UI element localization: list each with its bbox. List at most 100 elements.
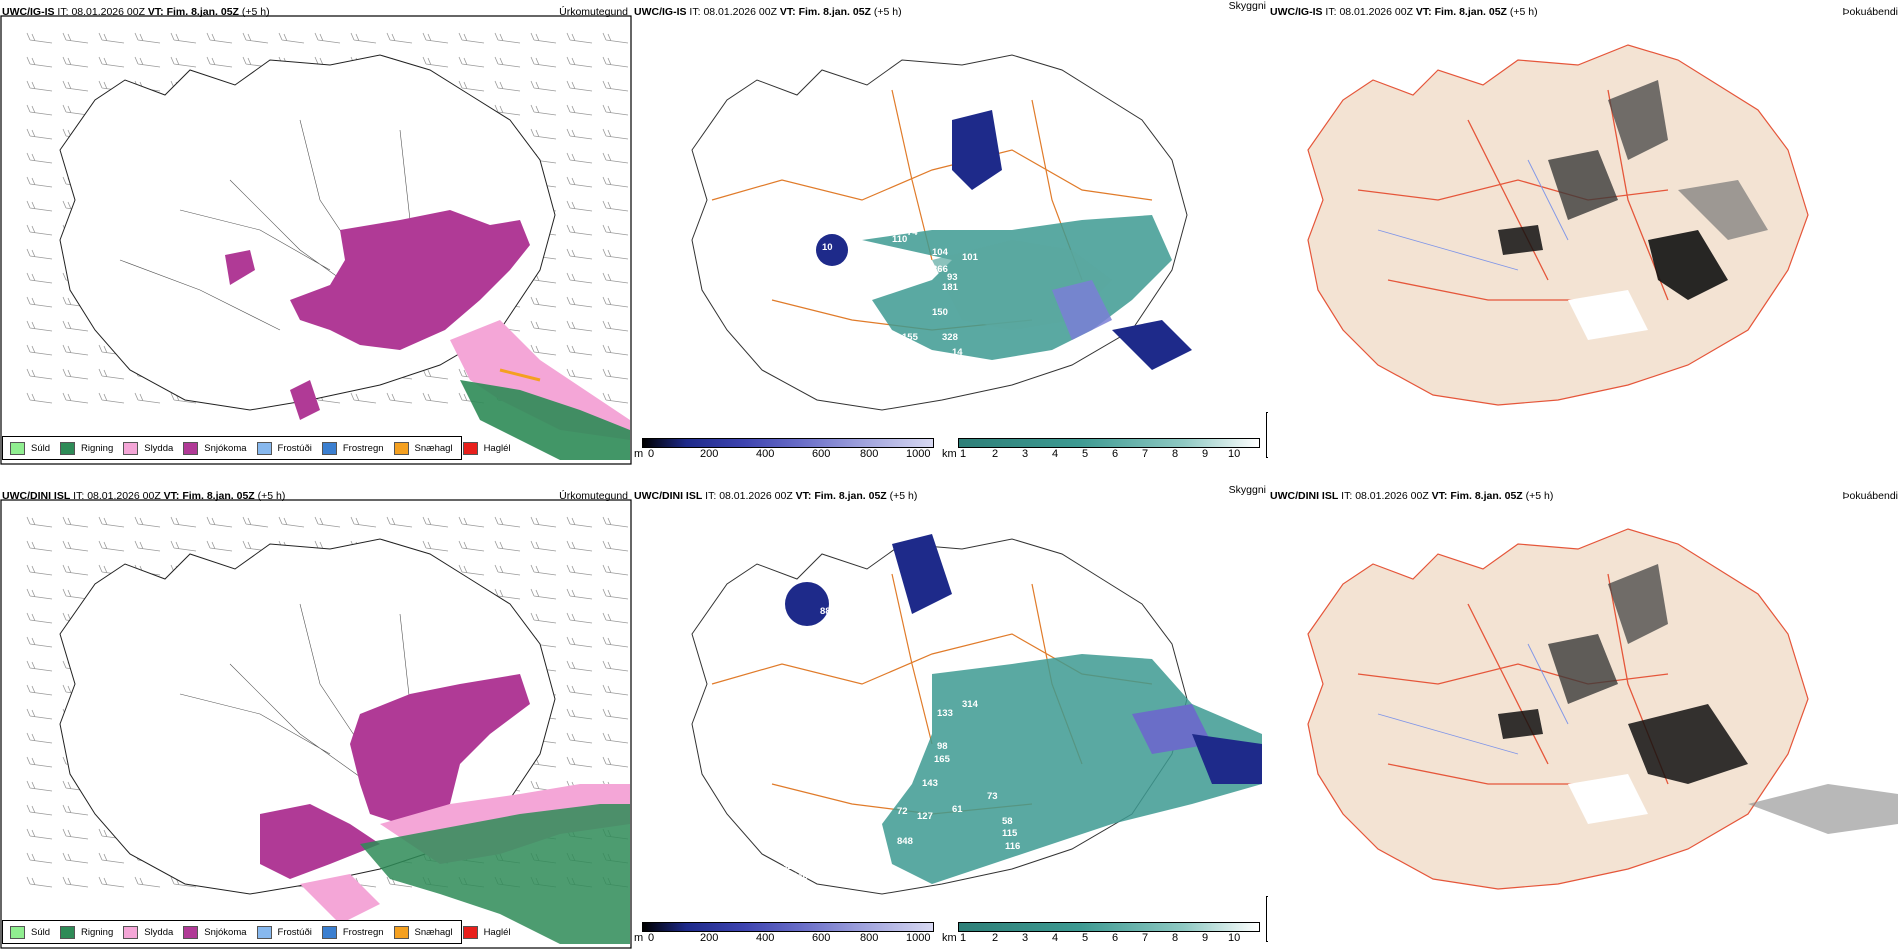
wind-barb xyxy=(566,104,593,116)
wind-barb xyxy=(206,516,233,528)
wind-barb xyxy=(530,104,557,116)
wind-barb xyxy=(26,296,53,308)
wind-barb xyxy=(386,392,413,404)
fog-index-map xyxy=(1307,44,1809,406)
wind-barb xyxy=(62,516,89,528)
wind-barb xyxy=(206,32,233,44)
visibility-value-label: 69 xyxy=(892,698,903,709)
visibility-value-label: 93 xyxy=(947,272,958,283)
visibility-value-label: 32 xyxy=(782,861,793,872)
wind-barb xyxy=(26,780,53,792)
wind-barb xyxy=(602,516,629,528)
wind-barb xyxy=(422,540,449,552)
visibility-value-label: 42 xyxy=(792,826,803,837)
visibility-colorbar: km 1 2 3 4 5 6 7 8 9 10 xyxy=(942,922,1260,946)
wind-barb xyxy=(26,564,53,576)
wind-barb xyxy=(566,320,593,332)
wind-barb xyxy=(26,684,53,696)
wind-barb xyxy=(602,392,629,404)
wind-barb xyxy=(26,152,53,164)
wind-barb xyxy=(170,56,197,68)
wind-barb xyxy=(494,516,521,528)
wind-barb xyxy=(530,612,557,624)
wind-barb xyxy=(170,32,197,44)
colorbar-ramp xyxy=(642,438,934,448)
wind-barb xyxy=(26,272,53,284)
legend-item: Frostregn xyxy=(321,925,384,939)
wind-barb xyxy=(26,756,53,768)
legend-item: Slydda xyxy=(123,441,173,455)
wind-barb xyxy=(134,876,161,888)
wind-barb xyxy=(62,344,89,356)
wind-barb xyxy=(98,540,125,552)
wind-barb xyxy=(98,852,125,864)
wind-barb xyxy=(530,344,557,356)
wind-barb xyxy=(602,272,629,284)
legend-swatch xyxy=(256,925,272,939)
wind-barb xyxy=(458,56,485,68)
legend-item: Súld xyxy=(10,441,50,455)
visibility-value-label: 133 xyxy=(937,708,953,719)
fog-index-panel-bottom: UWC/DINI ISL IT: 08.01.2026 00Z VT: Fim.… xyxy=(1268,484,1900,950)
wind-barb xyxy=(134,56,161,68)
wind-barb xyxy=(566,128,593,140)
wind-barb xyxy=(26,104,53,116)
wind-barb xyxy=(602,368,629,380)
visibility-value-label: 104 xyxy=(932,247,949,258)
wind-barb xyxy=(26,588,53,600)
wind-barb xyxy=(458,540,485,552)
wind-barb xyxy=(62,104,89,116)
wind-barb xyxy=(602,200,629,212)
wind-barb xyxy=(566,224,593,236)
visibility-value-label: 72 xyxy=(897,806,908,817)
wind-barb xyxy=(566,80,593,92)
wind-barb xyxy=(602,756,629,768)
wind-barb xyxy=(62,564,89,576)
legend-item: Súld xyxy=(10,925,50,939)
wind-barb xyxy=(494,564,521,576)
visibility-value-label: 66 xyxy=(817,716,828,727)
wind-barb xyxy=(422,56,449,68)
wind-barb xyxy=(458,32,485,44)
legend-swatch xyxy=(462,925,478,939)
wind-barb xyxy=(170,540,197,552)
fog-index-panel-top: UWC/IG-IS IT: 08.01.2026 00Z VT: Fim. 8.… xyxy=(1268,0,1900,466)
wind-barb xyxy=(530,56,557,68)
wind-barb xyxy=(566,272,593,284)
wind-barb xyxy=(602,152,629,164)
wind-barb xyxy=(62,540,89,552)
wind-barb xyxy=(530,320,557,332)
wind-barb xyxy=(566,56,593,68)
wind-barb xyxy=(26,176,53,188)
wind-barb xyxy=(530,516,557,528)
wind-barb xyxy=(98,516,125,528)
wind-barb xyxy=(422,392,449,404)
wind-barb xyxy=(566,708,593,720)
wind-barb xyxy=(134,32,161,44)
wind-barb xyxy=(278,516,305,528)
legend-swatch xyxy=(462,441,478,455)
visibility-value-label: 65 xyxy=(857,157,868,168)
wind-barb xyxy=(602,56,629,68)
visibility-colorbar: km 1 2 3 4 5 6 7 8 9 10 xyxy=(942,438,1260,462)
legend-swatch xyxy=(183,925,199,939)
wind-barb xyxy=(350,516,377,528)
legend-item: Slydda xyxy=(123,925,173,939)
visibility-value-label: 143 xyxy=(922,778,938,789)
wind-barb xyxy=(566,32,593,44)
wind-barb xyxy=(494,56,521,68)
wind-barb xyxy=(602,732,629,744)
visibility-value-label: 55 xyxy=(877,172,888,183)
snow-area xyxy=(290,210,530,350)
visibility-value-label: 42 xyxy=(872,332,883,343)
visibility-value-label: 79 xyxy=(852,731,863,742)
visibility-value-label: 224 xyxy=(877,270,894,281)
visibility-value-label: 104 xyxy=(912,731,929,742)
colorbar-ramp xyxy=(958,922,1260,932)
wind-barb xyxy=(602,540,629,552)
visibility-value-label: 894 xyxy=(802,851,819,862)
visibility-panel-bottom: UWC/DINI ISL IT: 08.01.2026 00Z VT: Fim.… xyxy=(632,484,1268,950)
legend-swatch xyxy=(123,441,139,455)
wind-barb xyxy=(602,660,629,672)
wind-barb xyxy=(530,80,557,92)
